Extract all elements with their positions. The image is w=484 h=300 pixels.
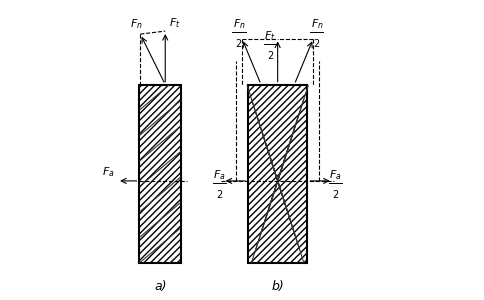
- Text: $2$: $2$: [216, 188, 223, 200]
- Text: $F_t$: $F_t$: [169, 16, 181, 30]
- Text: $2$: $2$: [313, 37, 320, 49]
- Text: $2$: $2$: [267, 49, 274, 61]
- Text: b): b): [272, 280, 284, 293]
- Bar: [139, 85, 181, 263]
- Text: $F_a$: $F_a$: [329, 169, 342, 182]
- Text: a): a): [154, 280, 166, 293]
- Text: $F_n$: $F_n$: [130, 17, 143, 31]
- Text: $2$: $2$: [235, 37, 242, 49]
- Text: $2$: $2$: [332, 188, 339, 200]
- Text: $F_n$: $F_n$: [233, 17, 245, 31]
- Text: $F_a$: $F_a$: [213, 169, 226, 182]
- Text: $F_t$: $F_t$: [264, 29, 276, 43]
- Text: $F_a$: $F_a$: [102, 166, 115, 179]
- Bar: [248, 85, 307, 263]
- Text: $F_n$: $F_n$: [311, 17, 323, 31]
